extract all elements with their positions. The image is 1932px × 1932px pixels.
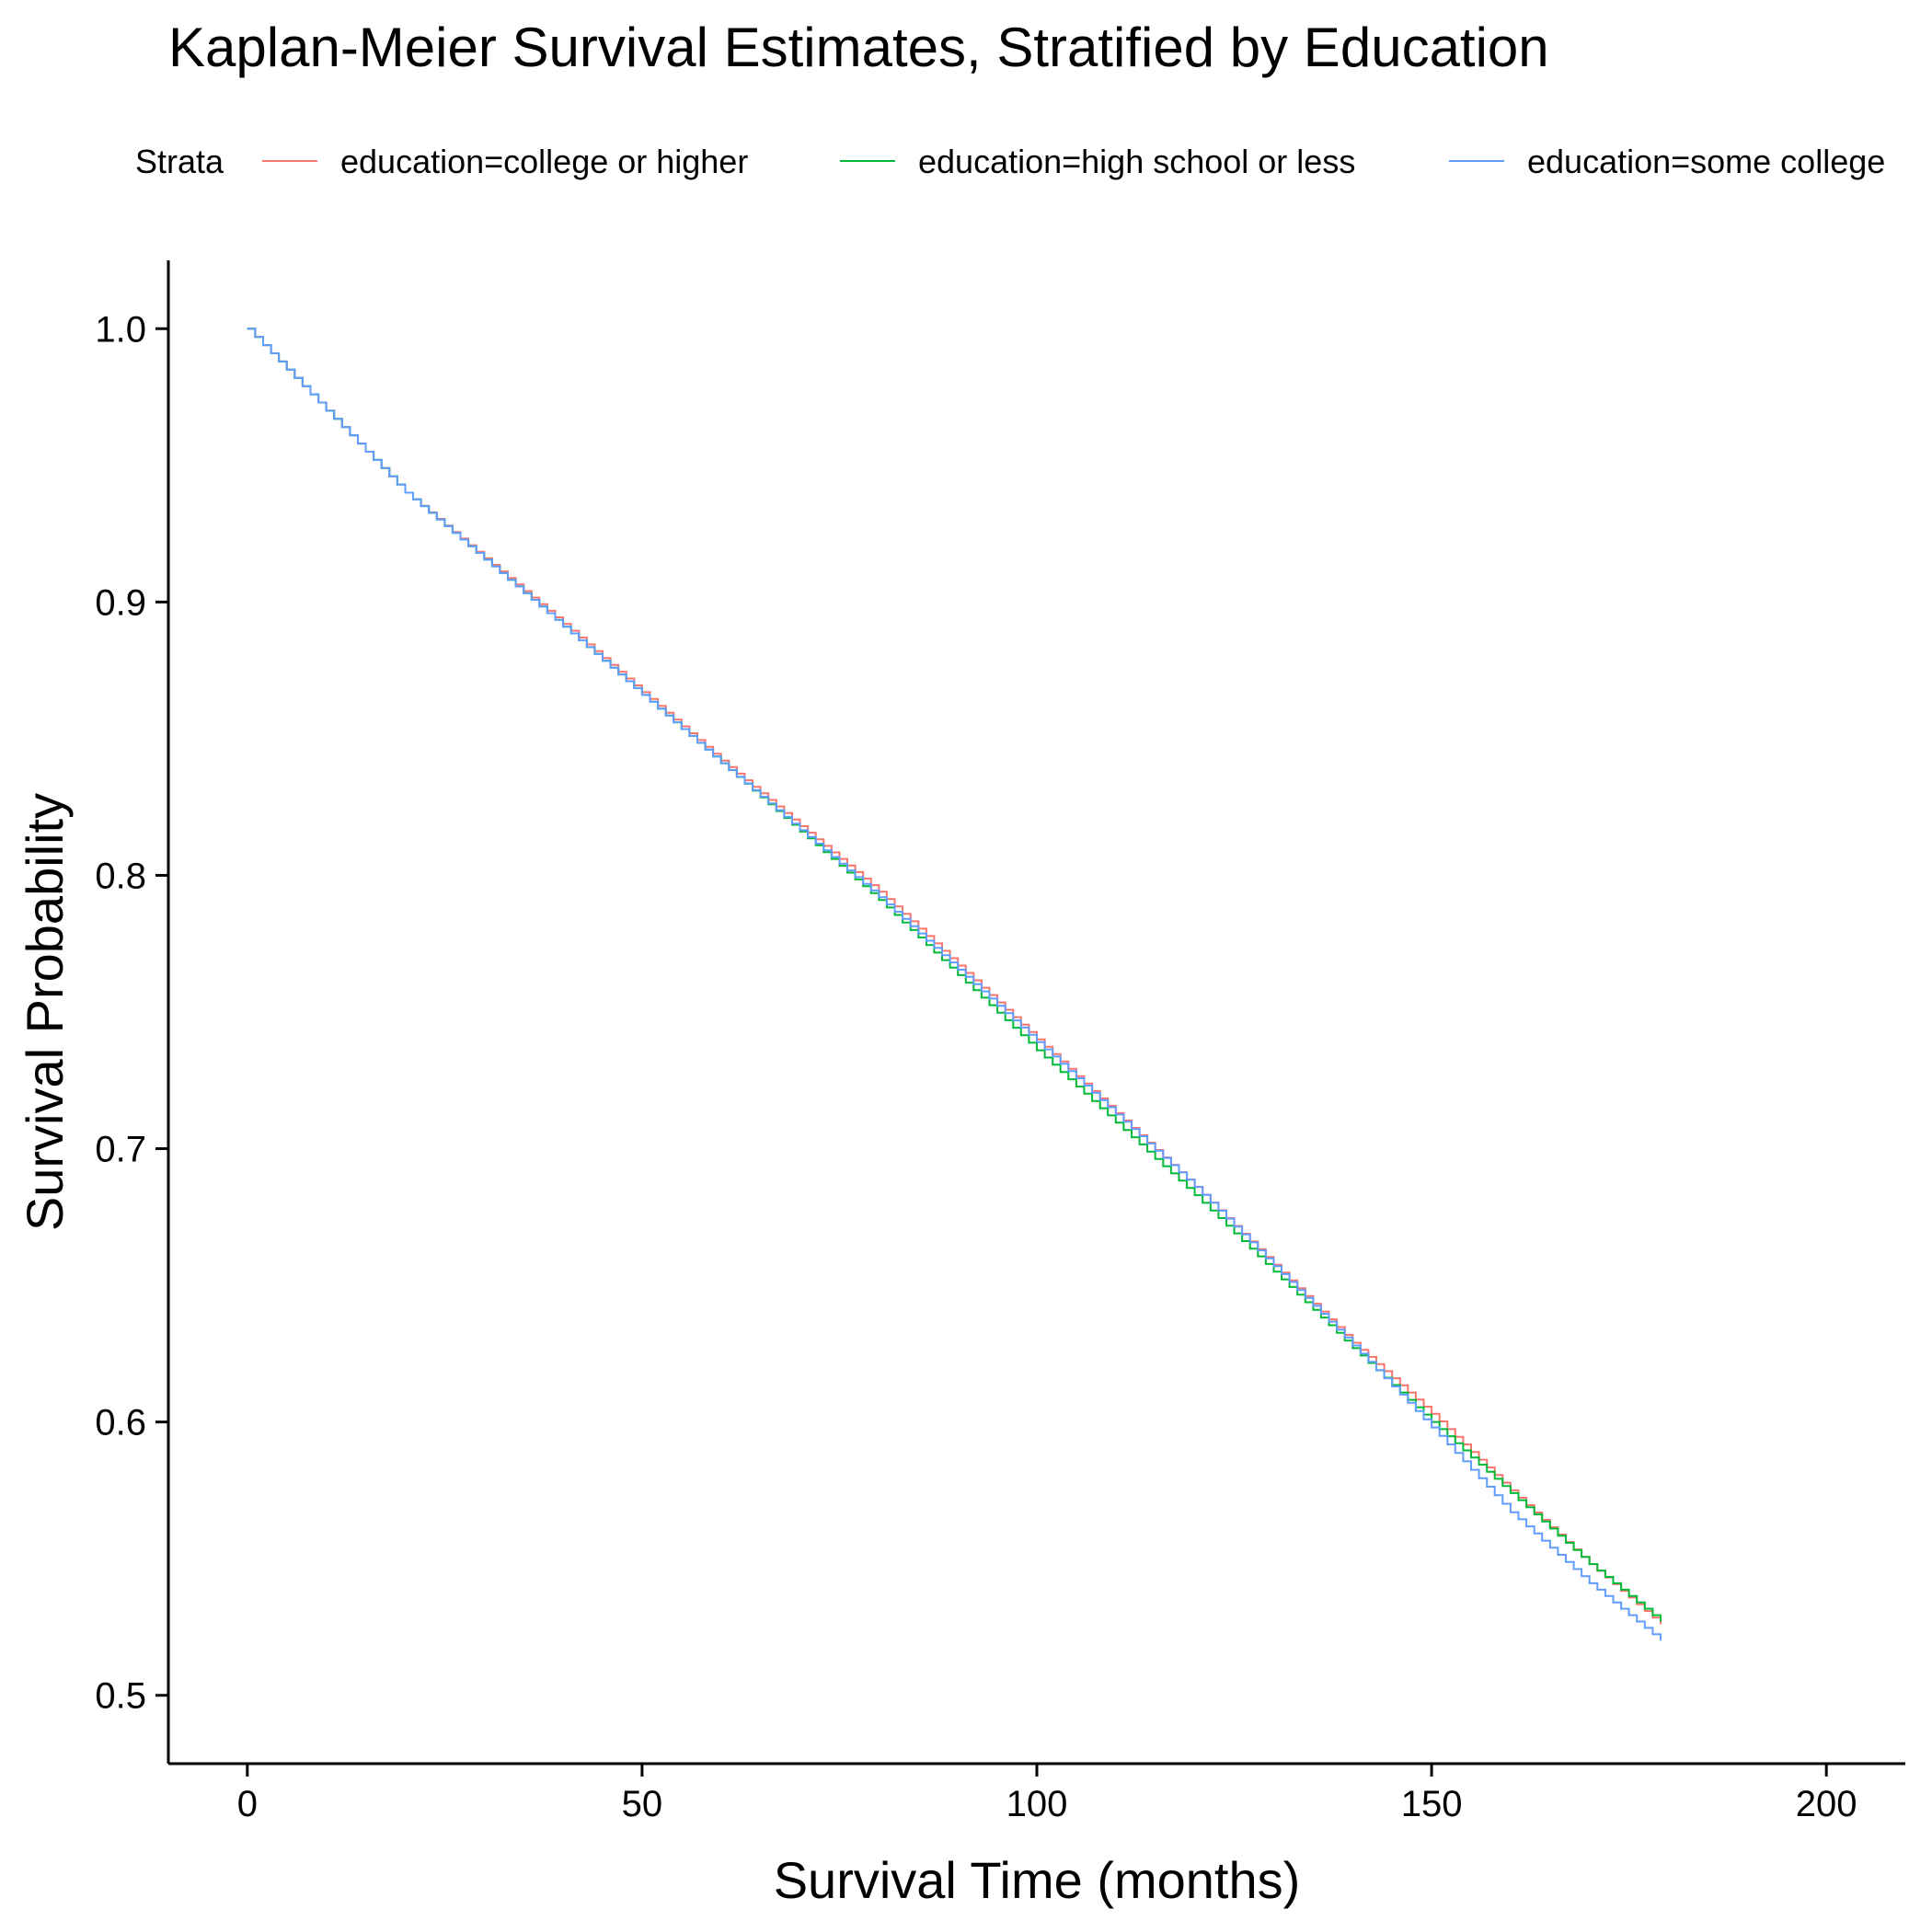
y-tick-label: 1.0: [95, 309, 146, 350]
y-tick-label: 0.9: [95, 582, 146, 623]
legend-label-series-2: education=high school or less: [918, 143, 1355, 180]
series-line-1: [247, 328, 1662, 1625]
series-line-3: [247, 328, 1662, 1641]
legend-label-series-1: education=college or higher: [340, 143, 748, 180]
y-axis-title: Survival Probability: [16, 793, 74, 1231]
x-tick-label: 150: [1401, 1784, 1463, 1824]
x-tick-label: 100: [1006, 1784, 1068, 1824]
chart-title: Kaplan-Meier Survival Estimates, Stratif…: [168, 17, 1549, 78]
x-axis-title: Survival Time (months): [774, 1851, 1301, 1909]
x-tick-label: 200: [1796, 1784, 1857, 1824]
y-tick-label: 0.6: [95, 1403, 146, 1443]
x-axis-ticks: 0 50 100 150 200: [237, 1764, 1857, 1824]
y-tick-label: 0.5: [95, 1676, 146, 1717]
series-line-2: [247, 328, 1662, 1622]
legend: Strata education=college or higher educa…: [135, 143, 1885, 180]
legend-title: Strata: [135, 143, 224, 180]
y-axis-ticks: 0.5 0.6 0.7 0.8 0.9 1.0: [95, 309, 168, 1717]
y-tick-label: 0.7: [95, 1130, 146, 1170]
x-tick-label: 0: [237, 1784, 258, 1824]
x-tick-label: 50: [622, 1784, 663, 1824]
y-tick-label: 0.8: [95, 856, 146, 896]
plot-area: [247, 328, 1662, 1641]
legend-label-series-3: education=some college: [1527, 143, 1885, 180]
